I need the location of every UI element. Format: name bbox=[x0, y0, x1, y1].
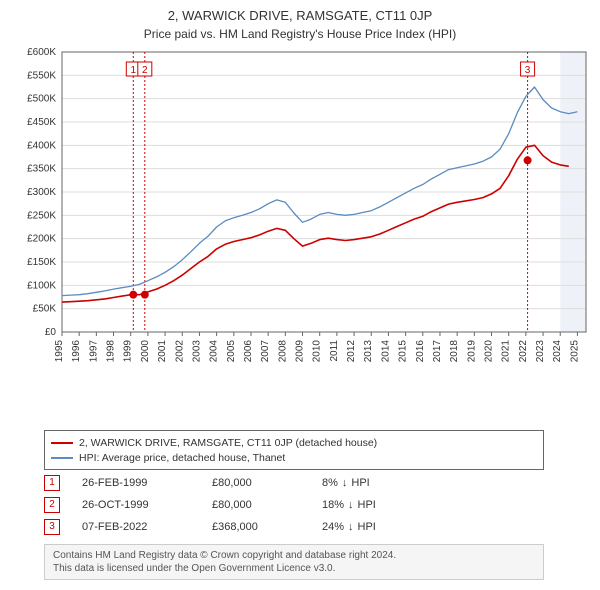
svg-text:2016: 2016 bbox=[415, 340, 426, 363]
tx-date: 26-OCT-1999 bbox=[82, 499, 212, 511]
tx-diff-suffix: HPI bbox=[351, 477, 369, 489]
tx-index-icon: 3 bbox=[44, 519, 60, 535]
svg-text:1996: 1996 bbox=[71, 340, 82, 363]
svg-text:2006: 2006 bbox=[243, 340, 254, 363]
legend-row: HPI: Average price, detached house, Than… bbox=[51, 450, 537, 465]
svg-text:2003: 2003 bbox=[191, 340, 202, 363]
legend-swatch-property bbox=[51, 442, 73, 444]
svg-text:£550K: £550K bbox=[27, 70, 56, 81]
svg-text:£350K: £350K bbox=[27, 164, 56, 175]
svg-text:£0: £0 bbox=[45, 327, 57, 338]
tx-diff-suffix: HPI bbox=[358, 499, 376, 511]
legend-label-property: 2, WARWICK DRIVE, RAMSGATE, CT11 0JP (de… bbox=[79, 437, 377, 449]
svg-text:2007: 2007 bbox=[260, 340, 271, 363]
svg-text:2021: 2021 bbox=[501, 340, 512, 363]
tx-diff-pct: 18% bbox=[322, 499, 344, 511]
tx-diff: 24% HPI bbox=[322, 521, 442, 533]
svg-text:2004: 2004 bbox=[209, 340, 220, 363]
price-chart: £0 £50K £100K £150K £200K £250K £300K £350K £400… bbox=[10, 48, 590, 388]
table-row: 2 26-OCT-1999 £80,000 18% HPI bbox=[44, 494, 544, 516]
svg-text:3: 3 bbox=[525, 65, 531, 76]
svg-text:2014: 2014 bbox=[380, 340, 391, 363]
tx-price: £368,000 bbox=[212, 521, 322, 533]
svg-text:2017: 2017 bbox=[432, 340, 443, 363]
svg-text:2019: 2019 bbox=[466, 340, 477, 363]
page-root: 2, WARWICK DRIVE, RAMSGATE, CT11 0JP Pri… bbox=[0, 0, 600, 590]
footer-licence: Contains HM Land Registry data © Crown c… bbox=[44, 544, 544, 580]
svg-text:2009: 2009 bbox=[295, 340, 306, 363]
chart-container: £0 £50K £100K £150K £200K £250K £300K £350K £400… bbox=[10, 48, 590, 388]
svg-text:2025: 2025 bbox=[569, 340, 580, 363]
tx-price: £80,000 bbox=[212, 499, 322, 511]
legend-swatch-hpi bbox=[51, 457, 73, 459]
svg-text:2020: 2020 bbox=[484, 340, 495, 363]
svg-text:2010: 2010 bbox=[312, 340, 323, 363]
svg-text:£100K: £100K bbox=[27, 280, 56, 291]
arrow-down-icon bbox=[342, 477, 348, 489]
svg-text:2022: 2022 bbox=[518, 340, 529, 363]
svg-text:2008: 2008 bbox=[277, 340, 288, 363]
tx-diff-suffix: HPI bbox=[358, 521, 376, 533]
table-row: 1 26-FEB-1999 £80,000 8% HPI bbox=[44, 472, 544, 494]
svg-text:2023: 2023 bbox=[535, 340, 546, 363]
tx-diff-pct: 24% bbox=[322, 521, 344, 533]
svg-text:£300K: £300K bbox=[27, 187, 56, 198]
svg-text:1995: 1995 bbox=[54, 340, 65, 363]
legend-label-hpi: HPI: Average price, detached house, Than… bbox=[79, 452, 285, 464]
svg-text:2018: 2018 bbox=[449, 340, 460, 363]
arrow-down-icon bbox=[348, 521, 354, 533]
svg-text:2002: 2002 bbox=[174, 340, 185, 363]
footer-line1: Contains HM Land Registry data © Crown c… bbox=[53, 549, 535, 562]
footer-line2: This data is licensed under the Open Gov… bbox=[53, 562, 535, 575]
svg-text:2000: 2000 bbox=[140, 340, 151, 363]
svg-text:£450K: £450K bbox=[27, 117, 56, 128]
svg-text:£150K: £150K bbox=[27, 257, 56, 268]
svg-text:£500K: £500K bbox=[27, 94, 56, 105]
tx-diff-pct: 8% bbox=[322, 477, 338, 489]
svg-text:1998: 1998 bbox=[106, 340, 117, 363]
legend-row: 2, WARWICK DRIVE, RAMSGATE, CT11 0JP (de… bbox=[51, 435, 537, 450]
chart-title-address: 2, WARWICK DRIVE, RAMSGATE, CT11 0JP bbox=[0, 0, 600, 23]
transactions-table: 1 26-FEB-1999 £80,000 8% HPI 2 26-OCT-19… bbox=[44, 472, 544, 538]
svg-text:£600K: £600K bbox=[27, 48, 56, 58]
tx-diff: 8% HPI bbox=[322, 477, 442, 489]
svg-text:2015: 2015 bbox=[398, 340, 409, 363]
table-row: 3 07-FEB-2022 £368,000 24% HPI bbox=[44, 516, 544, 538]
tx-date: 07-FEB-2022 bbox=[82, 521, 212, 533]
svg-text:1999: 1999 bbox=[123, 340, 134, 363]
tx-price: £80,000 bbox=[212, 477, 322, 489]
svg-text:2012: 2012 bbox=[346, 340, 357, 363]
svg-text:£200K: £200K bbox=[27, 234, 56, 245]
svg-text:2024: 2024 bbox=[552, 340, 563, 363]
svg-text:2005: 2005 bbox=[226, 340, 237, 363]
svg-text:2001: 2001 bbox=[157, 340, 168, 363]
svg-text:£400K: £400K bbox=[27, 140, 56, 151]
legend-box: 2, WARWICK DRIVE, RAMSGATE, CT11 0JP (de… bbox=[44, 430, 544, 470]
svg-text:£250K: £250K bbox=[27, 210, 56, 221]
svg-text:2: 2 bbox=[142, 65, 148, 76]
arrow-down-icon bbox=[348, 499, 354, 511]
svg-text:2013: 2013 bbox=[363, 340, 374, 363]
tx-index-icon: 2 bbox=[44, 497, 60, 513]
svg-text:£50K: £50K bbox=[33, 304, 57, 315]
svg-text:1997: 1997 bbox=[88, 340, 99, 363]
chart-title-subtitle: Price paid vs. HM Land Registry's House … bbox=[0, 23, 600, 41]
svg-text:1: 1 bbox=[131, 65, 137, 76]
tx-date: 26-FEB-1999 bbox=[82, 477, 212, 489]
tx-index-icon: 1 bbox=[44, 475, 60, 491]
tx-diff: 18% HPI bbox=[322, 499, 442, 511]
svg-text:2011: 2011 bbox=[329, 340, 340, 362]
